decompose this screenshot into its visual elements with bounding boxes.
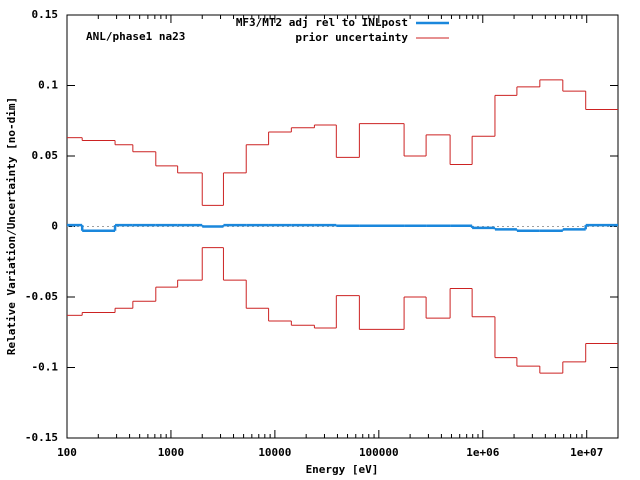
y-tick-label: -0.05 [25, 290, 58, 303]
legend-label: prior uncertainty [295, 31, 408, 44]
x-tick-label: 1e+06 [466, 446, 499, 459]
x-tick-label: 1000 [158, 446, 185, 459]
x-tick-label: 1e+07 [570, 446, 603, 459]
y-tick-label: -0.1 [32, 361, 59, 374]
y-tick-label: 0.05 [32, 149, 59, 162]
y-tick-label: 0.1 [38, 79, 58, 92]
x-tick-label: 10000 [258, 446, 291, 459]
y-axis-label: Relative Variation/Uncertainty [no-dim] [5, 97, 18, 355]
y-tick-label: 0.15 [32, 8, 59, 21]
y-tick-label: -0.15 [25, 431, 58, 444]
annotation: ANL/phase1 na23 [86, 30, 185, 43]
legend-label: MF3/MT2 adj rel to INLpost [236, 16, 408, 29]
x-axis-label: Energy [eV] [306, 463, 379, 476]
x-tick-label: 100000 [359, 446, 399, 459]
x-tick-label: 100 [57, 446, 77, 459]
y-tick-label: 0 [51, 220, 58, 233]
